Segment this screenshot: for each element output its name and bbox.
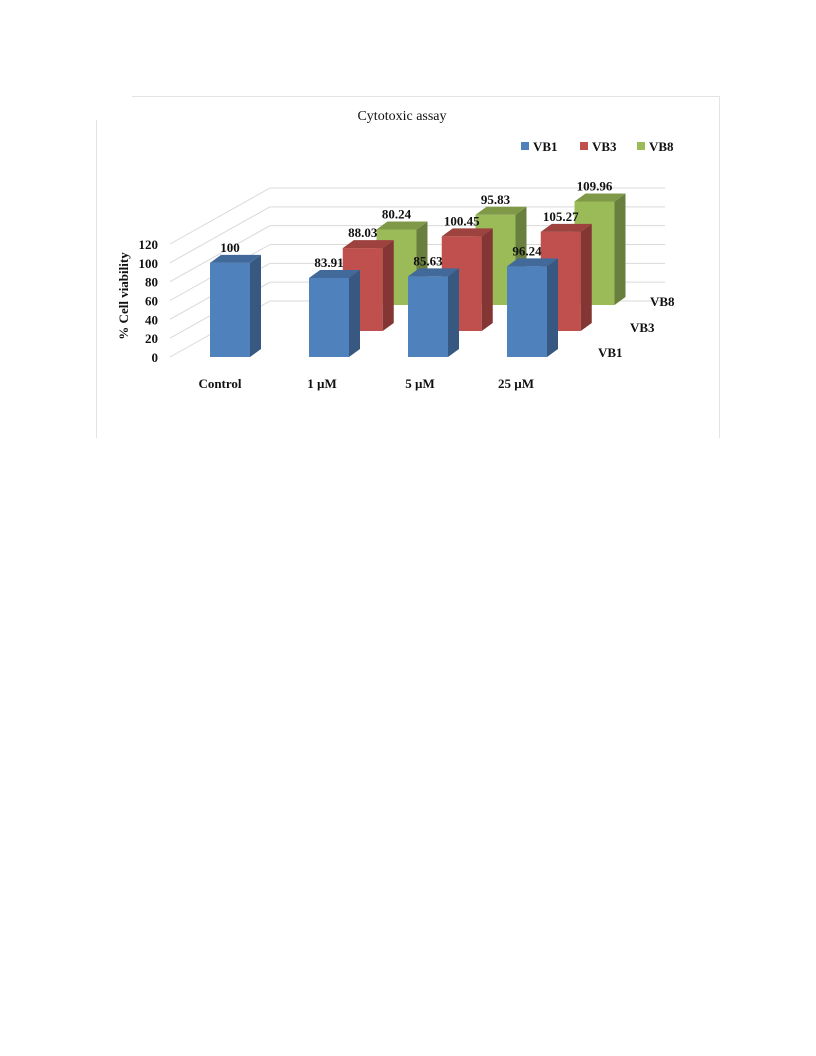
bar-side-face [349,269,360,357]
data-label: 95.83 [481,192,511,207]
bar-side-face [382,240,394,331]
frame-border-right [719,96,720,438]
bar-top-face [342,240,394,249]
x-tick-label: 5 µM [405,376,435,391]
y-tick-label: 20 [145,331,158,346]
bar-front-face [309,277,349,357]
chart-title: Cytotoxic assay [357,109,446,124]
bar-top-face [210,254,261,263]
bar-side-face [250,254,261,357]
bar-side-face [614,193,626,305]
bar-side-face [580,223,592,331]
bar-front-face [507,266,547,357]
bar-side-face [547,258,558,357]
bar-top-face [376,221,428,230]
bar-vb1-3 [507,258,558,357]
data-label: 100.45 [444,213,480,228]
legend-swatch [580,142,588,150]
chart-legend: VB1 VB3 VB8 [521,139,674,154]
data-label: 100 [220,240,240,255]
y-axis-label: % Cell viability [116,252,131,340]
bar-top-face [408,268,459,277]
bar-top-face [441,228,493,237]
y-tick-label: 80 [145,275,158,290]
data-label: 105.27 [543,209,579,224]
legend-swatch [521,142,529,150]
bar-top-face [507,258,558,267]
legend-label: VB1 [533,139,558,154]
y-tick-label: 100 [139,256,159,271]
data-label: 83.91 [314,255,343,270]
bar-top-face [309,269,360,278]
y-tick-label: 120 [139,237,159,252]
bar-top-face [475,206,527,215]
data-label: 85.63 [413,253,443,268]
bar-side-face [481,228,493,331]
legend-label: VB8 [649,139,674,154]
bar-vb1-0 [210,254,261,357]
y-tick-label: 40 [145,312,158,327]
frame-border-top [132,96,720,97]
legend-swatch [637,142,645,150]
y-tick-label: 0 [152,350,159,365]
bar-top-face [540,223,592,232]
legend-label: VB3 [592,139,617,154]
bar-vb1-2 [408,268,459,357]
data-label: 109.96 [577,178,613,193]
y-tick-label: 60 [145,294,158,309]
bar-vb1-1 [309,269,360,357]
depth-axis-label: VB3 [630,320,655,335]
depth-axis-label: VB8 [650,294,675,309]
bar-front-face [408,276,448,357]
data-label: 96.24 [512,243,542,258]
chart-bars [210,193,626,357]
gridline-diagonal [169,206,271,264]
data-label: 88.03 [348,225,378,240]
depth-axis-label: VB1 [598,345,623,360]
frame-border-left [96,120,97,438]
bar-top-face [574,193,626,202]
x-tick-label: 1 µM [307,376,337,391]
x-tick-label: Control [198,376,241,391]
x-tick-label: 25 µM [498,376,534,391]
chart-labels: 0 20 40 60 80 100 120 80.24 95.83 109.96 88.03 100.… [139,178,676,391]
gridline-diagonal [169,187,271,245]
bar-front-face [210,262,250,357]
gridline-diagonal [169,225,271,283]
data-label: 80.24 [382,206,412,221]
bar-side-face [448,268,459,357]
